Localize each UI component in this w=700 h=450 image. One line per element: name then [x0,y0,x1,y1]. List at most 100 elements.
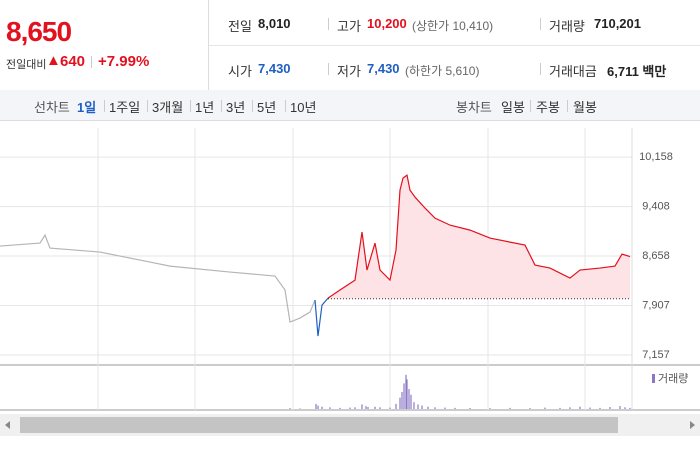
y-tick-label: 7,157 [642,349,670,361]
volume-bar [317,405,319,409]
scroll-right[interactable] [690,421,695,429]
y-tick-label: 10,158 [639,151,673,163]
divider [208,0,209,90]
separator [328,63,329,75]
stat-value: 10,200 [367,16,407,31]
change-label: 전일대비 [6,59,47,71]
volume-bar [395,403,397,409]
separator [104,100,105,112]
volume-bar [405,374,407,409]
change-rate: +7.99% [98,53,150,70]
volume-bar [379,407,381,409]
volume-bar [624,407,626,409]
volume-bar [589,407,591,409]
period-tab[interactable]: 3개월 [152,100,184,115]
stat-value: 710,201 [594,16,641,31]
price-line [327,174,631,299]
stat-label: 시가 [228,64,252,79]
stat-value: 8,010 [258,16,291,31]
stat-value: 6,711 백만 [607,64,667,79]
volume-legend-swatch [652,374,655,383]
tab-group-label: 봉차트 [456,100,492,115]
volume-bar [559,407,561,409]
stat-label: 거래량 [549,19,585,34]
separator [190,100,191,112]
area [328,175,630,299]
separator [91,56,92,68]
volume-bar [569,407,571,409]
volume-bar [354,407,356,409]
volume-bar [444,407,446,409]
volume-bar [315,403,317,409]
period-tab[interactable]: 10년 [290,100,317,115]
volume-bar [579,406,581,409]
separator [540,63,541,75]
volume-bar [509,407,511,409]
volume-bar [417,404,419,409]
volume-bar [529,408,531,409]
separator [252,100,253,112]
volume-bar [609,407,611,409]
volume-bar [408,389,410,409]
volume-bar [289,408,291,409]
stat-label: 거래대금 [549,64,597,79]
stat-label: 전일 [228,19,252,34]
separator [285,100,286,112]
volume-bar [410,394,412,409]
volume-bar [361,404,363,409]
separator [567,100,568,112]
y-tick-label: 7,907 [642,299,670,311]
volume-bar [401,391,403,409]
volume-bar [403,383,405,409]
separator [540,18,541,30]
period-tab[interactable]: 일봉 [501,100,525,115]
volume-bar [365,406,367,409]
volume-bar [454,407,456,409]
price: 8,650 [6,16,72,47]
stat-label: 저가 [337,64,361,79]
period-tab[interactable]: 1년 [195,100,215,115]
volume-legend: 거래량 [658,372,688,385]
volume-bar [544,407,546,409]
volume-bar [427,406,429,409]
volume-bar [399,397,401,409]
period-tab[interactable]: 5년 [257,100,277,115]
period-tab[interactable]: 월봉 [573,100,597,115]
volume-bar [629,407,631,409]
period-tab[interactable]: 주봉 [536,100,560,115]
volume-bar [389,407,391,409]
y-tick-label: 8,658 [642,250,670,262]
separator [147,100,148,112]
volume-bar [421,405,423,409]
stat-label: 고가 [337,19,361,34]
tab-bar [0,90,700,121]
volume-bar [374,406,376,409]
volume-bar [469,407,471,409]
stat-note: (상한가 10,410) [412,19,494,33]
period-tab[interactable]: 1일 [77,100,97,115]
period-tab[interactable]: 1주일 [109,100,141,115]
volume-bar [406,379,408,409]
stat-value: 7,430 [367,61,400,76]
separator [328,18,329,30]
volume-bar [299,408,301,409]
volume-bar [599,407,601,409]
y-tick-label: 9,408 [642,200,670,212]
period-tab[interactable]: 3년 [226,100,246,115]
tab-group-label: 선차트 [34,100,70,115]
stat-value: 7,430 [258,61,291,76]
change: 640 [60,53,86,70]
volume-bar [339,407,341,409]
volume-bar [329,407,331,409]
volume-bar [434,407,436,409]
volume-bar [367,407,369,409]
volume-bar [489,408,491,409]
price-line [0,233,316,323]
volume-bar [321,406,323,409]
price-line [314,297,329,337]
scrollbar-thumb[interactable] [20,417,618,433]
scroll-left[interactable] [5,421,10,429]
volume-bar [413,402,415,409]
